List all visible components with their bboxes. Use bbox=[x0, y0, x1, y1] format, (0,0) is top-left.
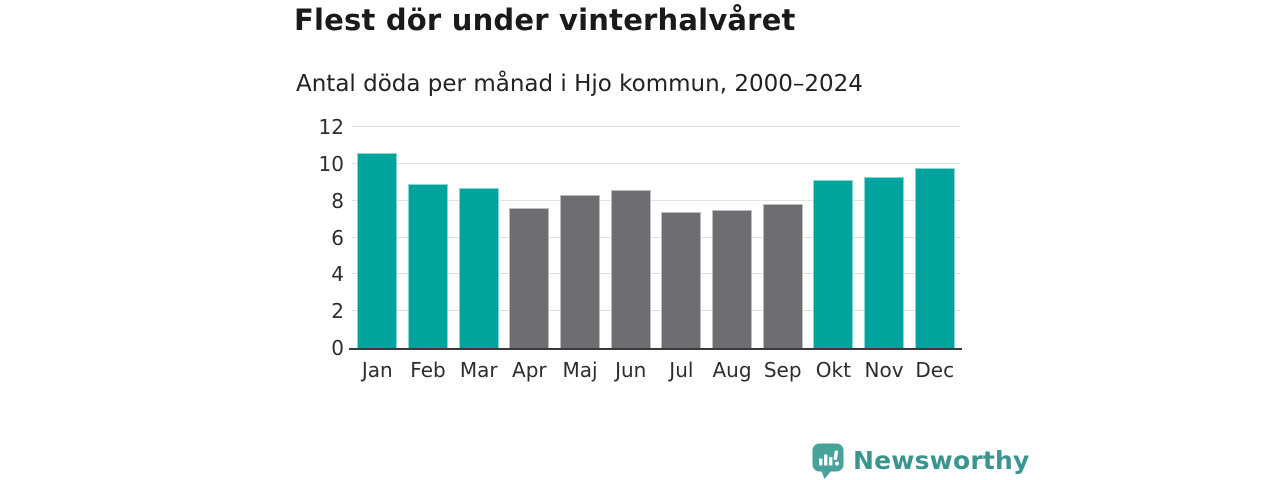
chart-title: Flest dör under vinterhalvåret bbox=[294, 3, 796, 37]
bar-okt bbox=[813, 180, 854, 348]
grid-line bbox=[352, 236, 960, 238]
y-tick-label: 2 bbox=[331, 299, 344, 324]
x-tick-label: Feb bbox=[410, 358, 446, 382]
grid-line bbox=[352, 126, 960, 127]
y-tick-label: 6 bbox=[331, 225, 344, 250]
bar-slot bbox=[453, 127, 504, 348]
bar-slot bbox=[707, 127, 758, 348]
y-tick-label: 0 bbox=[331, 336, 344, 360]
bar-slot bbox=[757, 127, 808, 348]
bar-slot bbox=[555, 127, 606, 348]
bar-dec bbox=[914, 167, 955, 348]
bar-slot bbox=[808, 127, 859, 348]
y-tick-label: 4 bbox=[331, 262, 344, 287]
bar-slot bbox=[605, 127, 656, 348]
chart-subtitle: Antal döda per månad i Hjo kommun, 2000–… bbox=[296, 71, 863, 97]
bar-maj bbox=[560, 195, 601, 348]
bars-row bbox=[352, 127, 960, 348]
x-tick-label: Jul bbox=[669, 358, 694, 382]
bar-sep bbox=[762, 204, 803, 348]
y-tick-label: 10 bbox=[318, 151, 344, 176]
bar-slot bbox=[656, 127, 707, 348]
bar-jan bbox=[357, 152, 398, 348]
x-tick-label: Sep bbox=[763, 358, 802, 382]
x-tick-label: Aug bbox=[712, 358, 752, 382]
bar-jun bbox=[610, 189, 651, 348]
x-tick-label: Jan bbox=[361, 358, 393, 382]
y-axis: 0 2 4 6 8 10 12 bbox=[280, 116, 344, 359]
x-tick-label: Apr bbox=[512, 358, 547, 382]
grid-line bbox=[352, 310, 960, 312]
brand-name: Newsworthy bbox=[853, 446, 1030, 475]
grid-line bbox=[352, 199, 960, 201]
y-tick-label: 8 bbox=[331, 188, 344, 213]
bar-jul bbox=[661, 211, 702, 348]
bar-feb bbox=[408, 184, 448, 348]
plot-area bbox=[349, 126, 962, 350]
x-tick-label: Maj bbox=[562, 358, 598, 382]
bar-mar bbox=[458, 187, 499, 348]
bar-apr bbox=[509, 208, 550, 348]
x-tick-label: Dec bbox=[915, 358, 955, 382]
bar-slot bbox=[909, 127, 960, 348]
brand-footer: Newsworthy bbox=[811, 442, 1030, 479]
bar-slot bbox=[859, 127, 910, 348]
bar-nov bbox=[864, 176, 905, 348]
grid-line bbox=[352, 273, 960, 275]
y-tick-label: 12 bbox=[318, 115, 344, 139]
x-tick-label: Nov bbox=[864, 358, 904, 382]
x-tick-label: Okt bbox=[815, 358, 851, 382]
x-tick-label: Mar bbox=[459, 358, 498, 382]
x-tick-label: Jun bbox=[615, 358, 647, 382]
x-axis-line bbox=[349, 348, 962, 350]
bar-slot bbox=[352, 127, 403, 348]
bar-chart-speech-bubble-icon bbox=[812, 443, 844, 479]
x-axis: Jan Feb Mar Apr Maj Jun Jul Aug Sep Okt Nov Dec bbox=[352, 358, 960, 382]
bar-slot bbox=[504, 127, 555, 348]
bar-slot bbox=[403, 127, 454, 348]
bar-aug bbox=[712, 209, 753, 348]
grid-line bbox=[352, 162, 960, 164]
